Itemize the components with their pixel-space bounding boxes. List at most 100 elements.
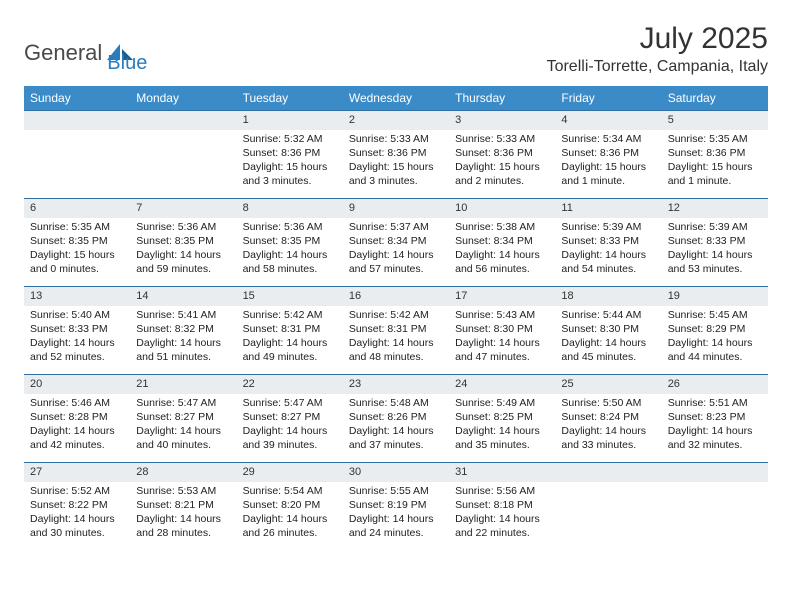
calendar-cell: 31Sunrise: 5:56 AMSunset: 8:18 PMDayligh…: [449, 462, 555, 550]
day-number: 6: [24, 198, 130, 218]
sunset-line: Sunset: 8:36 PM: [561, 146, 655, 160]
sunset-line: Sunset: 8:26 PM: [349, 410, 443, 424]
daylight-line: Daylight: 14 hours and 32 minutes.: [668, 424, 762, 452]
day-number-row: [130, 110, 236, 130]
day-body: Sunrise: 5:51 AMSunset: 8:23 PMDaylight:…: [662, 394, 768, 457]
calendar-cell: 27Sunrise: 5:52 AMSunset: 8:22 PMDayligh…: [24, 462, 130, 550]
sunset-line: Sunset: 8:28 PM: [30, 410, 124, 424]
sunrise-line: Sunrise: 5:55 AM: [349, 484, 443, 498]
daylight-line: Daylight: 15 hours and 2 minutes.: [455, 160, 549, 188]
day-number: 11: [555, 198, 661, 218]
day-body: Sunrise: 5:32 AMSunset: 8:36 PMDaylight:…: [237, 130, 343, 193]
sunrise-line: Sunrise: 5:45 AM: [668, 308, 762, 322]
daylight-line: Daylight: 15 hours and 1 minute.: [668, 160, 762, 188]
calendar-cell: 1Sunrise: 5:32 AMSunset: 8:36 PMDaylight…: [237, 110, 343, 198]
day-number: 16: [343, 286, 449, 306]
day-body: Sunrise: 5:52 AMSunset: 8:22 PMDaylight:…: [24, 482, 130, 545]
day-number: 24: [449, 374, 555, 394]
sunrise-line: Sunrise: 5:41 AM: [136, 308, 230, 322]
day-body: Sunrise: 5:54 AMSunset: 8:20 PMDaylight:…: [237, 482, 343, 545]
day-number-row: [662, 462, 768, 482]
daylight-line: Daylight: 14 hours and 33 minutes.: [561, 424, 655, 452]
sunrise-line: Sunrise: 5:48 AM: [349, 396, 443, 410]
calendar-cell: 15Sunrise: 5:42 AMSunset: 8:31 PMDayligh…: [237, 286, 343, 374]
day-number: 25: [555, 374, 661, 394]
calendar-cell: 7Sunrise: 5:36 AMSunset: 8:35 PMDaylight…: [130, 198, 236, 286]
calendar-cell: 6Sunrise: 5:35 AMSunset: 8:35 PMDaylight…: [24, 198, 130, 286]
day-number: 29: [237, 462, 343, 482]
weekday-header: Sunday: [24, 86, 130, 110]
sunset-line: Sunset: 8:31 PM: [349, 322, 443, 336]
daylight-line: Daylight: 14 hours and 54 minutes.: [561, 248, 655, 276]
day-number-row: [555, 462, 661, 482]
sunset-line: Sunset: 8:33 PM: [30, 322, 124, 336]
calendar-cell: 8Sunrise: 5:36 AMSunset: 8:35 PMDaylight…: [237, 198, 343, 286]
day-number: 12: [662, 198, 768, 218]
weekday-header-row: SundayMondayTuesdayWednesdayThursdayFrid…: [24, 86, 768, 110]
day-number: 20: [24, 374, 130, 394]
day-number: 4: [555, 110, 661, 130]
day-body: Sunrise: 5:56 AMSunset: 8:18 PMDaylight:…: [449, 482, 555, 545]
sunset-line: Sunset: 8:32 PM: [136, 322, 230, 336]
sunrise-line: Sunrise: 5:34 AM: [561, 132, 655, 146]
calendar-cell-empty: [130, 110, 236, 198]
sunrise-line: Sunrise: 5:38 AM: [455, 220, 549, 234]
sunset-line: Sunset: 8:24 PM: [561, 410, 655, 424]
day-number: 8: [237, 198, 343, 218]
logo: General Blue: [24, 30, 147, 75]
daylight-line: Daylight: 14 hours and 42 minutes.: [30, 424, 124, 452]
day-body: Sunrise: 5:47 AMSunset: 8:27 PMDaylight:…: [130, 394, 236, 457]
calendar-cell: 24Sunrise: 5:49 AMSunset: 8:25 PMDayligh…: [449, 374, 555, 462]
daylight-line: Daylight: 14 hours and 24 minutes.: [349, 512, 443, 540]
calendar-cell: 18Sunrise: 5:44 AMSunset: 8:30 PMDayligh…: [555, 286, 661, 374]
daylight-line: Daylight: 14 hours and 22 minutes.: [455, 512, 549, 540]
weekday-header: Saturday: [662, 86, 768, 110]
day-body: Sunrise: 5:41 AMSunset: 8:32 PMDaylight:…: [130, 306, 236, 369]
day-body: Sunrise: 5:40 AMSunset: 8:33 PMDaylight:…: [24, 306, 130, 369]
day-number: 2: [343, 110, 449, 130]
daylight-line: Daylight: 14 hours and 26 minutes.: [243, 512, 337, 540]
sunset-line: Sunset: 8:21 PM: [136, 498, 230, 512]
sunset-line: Sunset: 8:34 PM: [455, 234, 549, 248]
day-body: Sunrise: 5:53 AMSunset: 8:21 PMDaylight:…: [130, 482, 236, 545]
sunset-line: Sunset: 8:18 PM: [455, 498, 549, 512]
daylight-line: Daylight: 14 hours and 28 minutes.: [136, 512, 230, 540]
sunrise-line: Sunrise: 5:37 AM: [349, 220, 443, 234]
weekday-header: Thursday: [449, 86, 555, 110]
daylight-line: Daylight: 14 hours and 44 minutes.: [668, 336, 762, 364]
day-number: 26: [662, 374, 768, 394]
day-body: Sunrise: 5:46 AMSunset: 8:28 PMDaylight:…: [24, 394, 130, 457]
daylight-line: Daylight: 14 hours and 47 minutes.: [455, 336, 549, 364]
day-number: 9: [343, 198, 449, 218]
day-number: 7: [130, 198, 236, 218]
day-number: 14: [130, 286, 236, 306]
sunset-line: Sunset: 8:29 PM: [668, 322, 762, 336]
calendar-row: 27Sunrise: 5:52 AMSunset: 8:22 PMDayligh…: [24, 462, 768, 550]
location: Torelli-Torrette, Campania, Italy: [547, 58, 768, 76]
calendar-cell: 2Sunrise: 5:33 AMSunset: 8:36 PMDaylight…: [343, 110, 449, 198]
daylight-line: Daylight: 15 hours and 3 minutes.: [243, 160, 337, 188]
calendar-cell: 13Sunrise: 5:40 AMSunset: 8:33 PMDayligh…: [24, 286, 130, 374]
day-number: 28: [130, 462, 236, 482]
month-title: July 2025: [547, 22, 768, 56]
sunset-line: Sunset: 8:23 PM: [668, 410, 762, 424]
day-body: Sunrise: 5:36 AMSunset: 8:35 PMDaylight:…: [130, 218, 236, 281]
day-body: Sunrise: 5:33 AMSunset: 8:36 PMDaylight:…: [449, 130, 555, 193]
sunrise-line: Sunrise: 5:36 AM: [243, 220, 337, 234]
day-number: 15: [237, 286, 343, 306]
day-number: 19: [662, 286, 768, 306]
day-body: Sunrise: 5:55 AMSunset: 8:19 PMDaylight:…: [343, 482, 449, 545]
daylight-line: Daylight: 14 hours and 45 minutes.: [561, 336, 655, 364]
daylight-line: Daylight: 14 hours and 52 minutes.: [30, 336, 124, 364]
day-body: Sunrise: 5:35 AMSunset: 8:35 PMDaylight:…: [24, 218, 130, 281]
sunrise-line: Sunrise: 5:33 AM: [349, 132, 443, 146]
daylight-line: Daylight: 15 hours and 0 minutes.: [30, 248, 124, 276]
header: General Blue July 2025 Torelli-Torrette,…: [24, 22, 768, 76]
day-number: 27: [24, 462, 130, 482]
day-body: Sunrise: 5:45 AMSunset: 8:29 PMDaylight:…: [662, 306, 768, 369]
calendar-cell: 16Sunrise: 5:42 AMSunset: 8:31 PMDayligh…: [343, 286, 449, 374]
calendar-row: 13Sunrise: 5:40 AMSunset: 8:33 PMDayligh…: [24, 286, 768, 374]
day-body: Sunrise: 5:36 AMSunset: 8:35 PMDaylight:…: [237, 218, 343, 281]
day-body: Sunrise: 5:48 AMSunset: 8:26 PMDaylight:…: [343, 394, 449, 457]
calendar-row: 6Sunrise: 5:35 AMSunset: 8:35 PMDaylight…: [24, 198, 768, 286]
